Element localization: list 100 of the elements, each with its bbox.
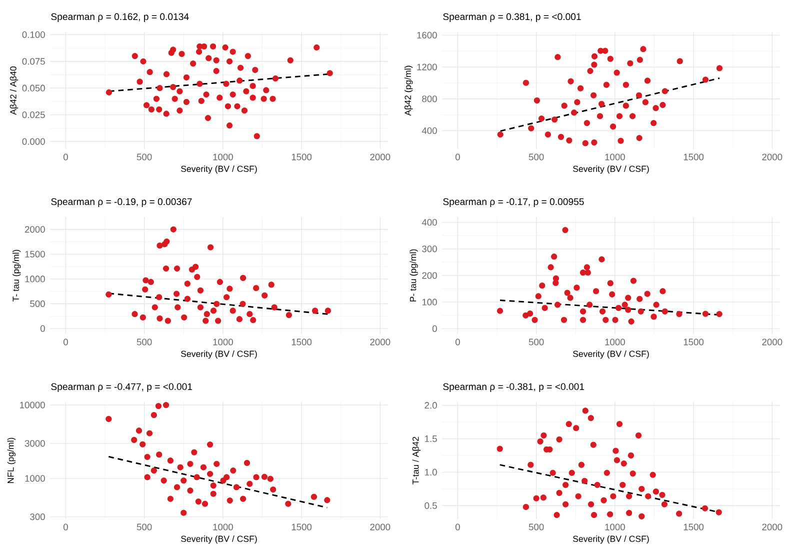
point — [253, 474, 260, 480]
point — [580, 308, 586, 314]
point — [223, 80, 230, 87]
point — [136, 78, 143, 85]
point — [558, 134, 564, 140]
point — [216, 278, 224, 286]
point — [562, 501, 569, 508]
point — [194, 474, 200, 480]
point — [226, 58, 233, 64]
point — [556, 490, 562, 496]
x-tick-label: 1000 — [605, 338, 625, 346]
point — [156, 242, 163, 249]
point — [263, 87, 270, 94]
point — [172, 96, 178, 102]
point — [170, 226, 176, 232]
point — [188, 266, 196, 273]
point — [676, 510, 682, 517]
x-tick-label: 1000 — [213, 524, 233, 530]
x-tick-label: 1500 — [684, 338, 704, 346]
point — [132, 52, 138, 60]
point — [662, 308, 668, 314]
point — [183, 98, 190, 106]
x-tick-label: 0 — [455, 524, 460, 530]
point — [233, 484, 240, 490]
point — [661, 501, 668, 508]
point — [591, 139, 598, 146]
point — [177, 464, 184, 470]
point — [625, 306, 632, 313]
y-tick-label: 800 — [422, 96, 437, 102]
point — [550, 470, 556, 476]
point — [160, 477, 167, 484]
point — [176, 107, 183, 114]
point — [167, 458, 174, 464]
point — [206, 55, 212, 62]
point — [660, 288, 666, 294]
x-tick-label: 500 — [136, 338, 152, 346]
point — [156, 452, 162, 458]
point — [638, 513, 645, 520]
point — [564, 290, 570, 296]
point — [586, 302, 593, 308]
point — [584, 120, 590, 126]
point — [324, 497, 330, 504]
point — [539, 282, 546, 289]
point — [554, 302, 561, 308]
chart-title: Spearman ρ = -0.381, p = <0.001 — [443, 383, 584, 392]
point — [176, 88, 183, 94]
point — [650, 314, 657, 320]
point — [314, 44, 320, 51]
x-tick-label: 1500 — [292, 338, 312, 346]
chart-title: Spearman ρ = -0.19, p = 0.00367 — [51, 198, 192, 207]
point — [253, 285, 260, 292]
point — [196, 48, 202, 55]
point — [254, 133, 260, 140]
point — [662, 88, 668, 94]
point — [702, 505, 708, 512]
point — [588, 501, 594, 508]
point — [716, 310, 722, 318]
point — [580, 270, 586, 276]
point — [203, 91, 210, 98]
y-tick-label: 500 — [30, 300, 45, 308]
point — [622, 102, 630, 109]
point — [183, 74, 190, 80]
point — [246, 311, 253, 318]
point — [261, 474, 268, 480]
point — [551, 254, 558, 260]
point — [602, 316, 609, 323]
point — [522, 80, 530, 86]
point — [602, 48, 608, 54]
point — [223, 294, 230, 300]
y-tick-label: 0.075 — [22, 58, 45, 65]
point — [148, 278, 154, 286]
point — [702, 76, 709, 83]
point — [252, 66, 258, 74]
x-axis-title: Severity (BV / CSF) — [181, 350, 257, 359]
point — [168, 50, 174, 56]
point — [240, 300, 246, 307]
point — [230, 91, 236, 98]
point — [560, 316, 568, 323]
x-tick-label: 1000 — [213, 154, 233, 160]
y-tick-label: 1000 — [25, 276, 45, 282]
point — [286, 312, 292, 318]
point — [197, 287, 204, 294]
y-tick-label: 3000 — [24, 440, 45, 447]
x-axis-title: Severity (BV / CSF) — [573, 350, 649, 359]
x-tick-label: 1000 — [213, 338, 233, 346]
point — [150, 412, 157, 418]
point — [152, 304, 158, 310]
point — [592, 288, 600, 294]
point — [213, 68, 220, 74]
point — [532, 316, 538, 323]
x-tick-label: 0 — [63, 154, 68, 160]
point — [156, 315, 163, 322]
x-tick-label: 500 — [528, 154, 544, 160]
point — [260, 96, 267, 102]
point — [577, 85, 584, 92]
x-tick-label: 1500 — [684, 524, 704, 530]
point — [644, 290, 650, 297]
point — [140, 58, 146, 64]
point — [310, 494, 318, 500]
y-tick-label: 400 — [422, 219, 437, 226]
